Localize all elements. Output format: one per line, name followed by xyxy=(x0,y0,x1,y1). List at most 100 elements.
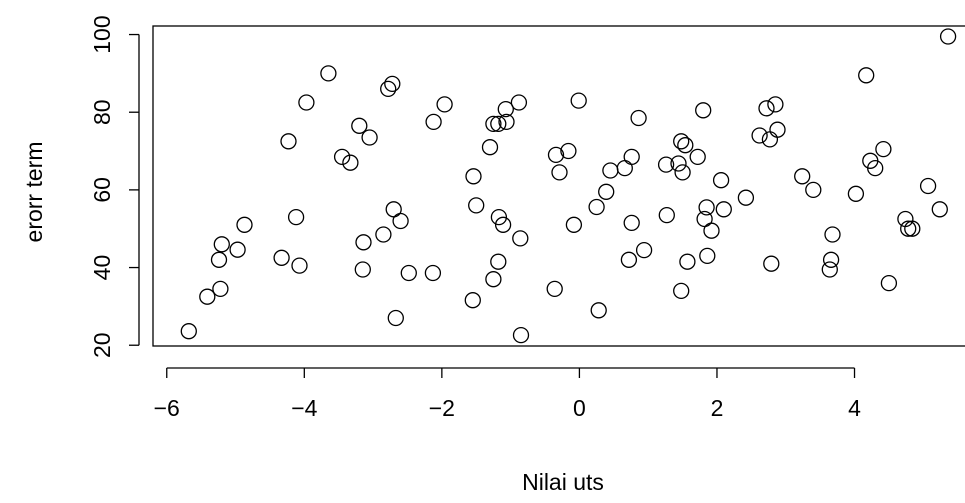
data-point xyxy=(880,274,898,292)
data-point xyxy=(546,280,563,298)
data-point xyxy=(931,201,948,218)
data-point xyxy=(699,247,716,265)
data-point xyxy=(213,236,230,253)
data-point xyxy=(424,264,442,282)
data-point xyxy=(199,288,216,305)
data-point xyxy=(375,226,392,243)
y-tick-label: 80 xyxy=(89,99,115,125)
data-point xyxy=(497,100,514,118)
data-point xyxy=(351,117,368,134)
data-point xyxy=(465,168,482,185)
data-point xyxy=(674,164,691,181)
data-point xyxy=(481,139,499,156)
data-point xyxy=(824,226,841,243)
data-point xyxy=(939,28,957,45)
data-point xyxy=(904,220,921,237)
x-tick-label: −4 xyxy=(291,395,317,421)
data-point xyxy=(236,216,253,233)
data-point xyxy=(703,222,720,239)
data-point xyxy=(485,115,502,133)
data-point xyxy=(385,201,402,218)
data-point xyxy=(490,115,507,133)
data-point xyxy=(657,156,675,173)
x-tick-label: 4 xyxy=(848,395,861,421)
plot-frame xyxy=(152,25,965,347)
data-point xyxy=(384,75,401,93)
data-point xyxy=(623,148,640,166)
data-point xyxy=(361,129,378,146)
data-point xyxy=(588,198,605,216)
y-axis: 20 40 60 80 100 xyxy=(89,15,140,358)
data-point xyxy=(763,255,780,272)
data-point xyxy=(547,146,565,164)
data-point xyxy=(570,92,587,109)
y-tick-label: 40 xyxy=(89,255,115,281)
x-tick-label: 2 xyxy=(711,395,724,421)
data-point xyxy=(355,234,372,251)
data-point xyxy=(821,261,838,278)
data-points xyxy=(180,28,957,344)
data-point xyxy=(287,208,305,226)
data-point xyxy=(354,261,371,278)
x-axis: −6 −4 −2 0 2 4 xyxy=(154,367,861,421)
data-point xyxy=(229,241,246,258)
data-point xyxy=(758,100,775,117)
data-point xyxy=(695,102,712,119)
data-point xyxy=(673,133,690,150)
data-point xyxy=(867,159,884,177)
data-point xyxy=(715,201,732,218)
data-point xyxy=(400,264,417,282)
data-point xyxy=(425,113,442,131)
data-point xyxy=(342,154,359,171)
data-point xyxy=(919,177,937,195)
data-point xyxy=(590,302,607,319)
data-point xyxy=(510,94,528,111)
data-point xyxy=(751,127,768,144)
data-point xyxy=(598,183,615,200)
data-point xyxy=(392,212,409,230)
data-point xyxy=(847,185,865,202)
data-point xyxy=(212,280,229,298)
data-point xyxy=(677,137,694,154)
data-point xyxy=(767,96,784,113)
data-point xyxy=(291,257,308,274)
data-point xyxy=(380,80,397,98)
data-point xyxy=(565,216,583,233)
data-point xyxy=(623,214,640,232)
data-point xyxy=(512,326,530,344)
data-point xyxy=(560,142,577,160)
data-point xyxy=(298,94,315,111)
data-point xyxy=(180,323,197,340)
data-point xyxy=(769,121,786,138)
x-tick-label: −2 xyxy=(429,395,455,421)
data-point xyxy=(737,189,755,206)
data-point xyxy=(630,109,647,127)
data-point xyxy=(689,148,706,166)
data-point xyxy=(875,140,892,158)
data-point xyxy=(468,197,485,214)
data-point xyxy=(210,251,228,268)
data-point xyxy=(761,131,779,148)
data-point xyxy=(679,253,696,270)
data-point xyxy=(485,271,502,288)
data-point xyxy=(333,148,351,166)
data-point xyxy=(551,164,568,181)
data-point xyxy=(387,309,404,327)
y-tick-label: 60 xyxy=(89,177,115,203)
data-point xyxy=(464,292,481,309)
data-point xyxy=(658,206,675,224)
data-point xyxy=(900,220,917,237)
x-tick-label: 0 xyxy=(573,395,586,421)
data-point xyxy=(673,282,690,300)
data-point xyxy=(602,162,619,179)
data-point xyxy=(698,199,715,216)
data-point xyxy=(635,241,653,259)
y-tick-label: 100 xyxy=(89,15,115,53)
data-point xyxy=(897,210,914,228)
x-tick-label: −6 xyxy=(154,395,180,421)
data-point xyxy=(490,208,508,226)
data-point xyxy=(794,168,811,185)
data-point xyxy=(273,249,290,266)
data-point xyxy=(436,96,453,113)
